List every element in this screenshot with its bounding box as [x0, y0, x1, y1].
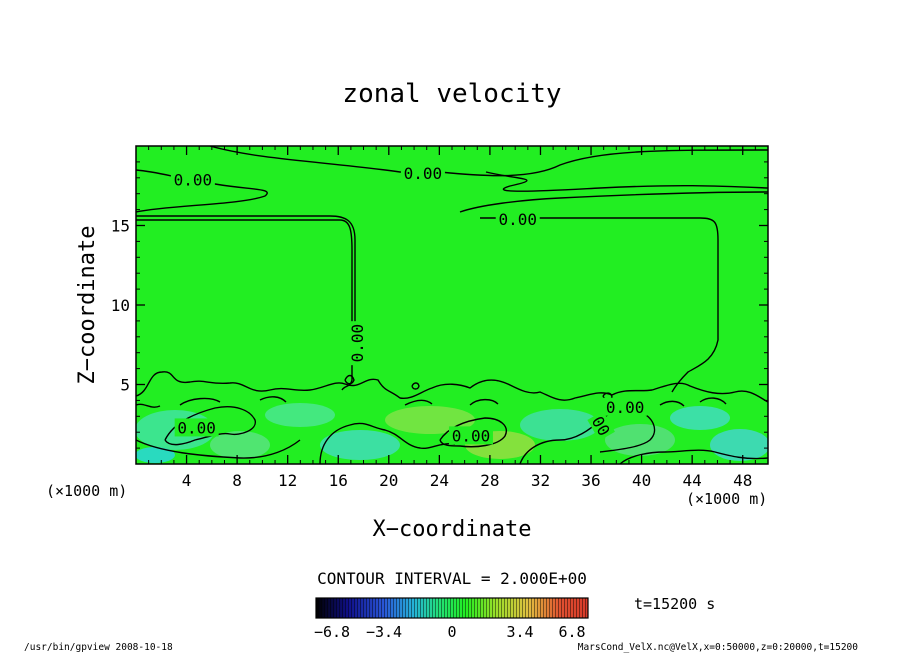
- contour-label-text: 0.00: [452, 426, 491, 445]
- contour-label-backing: [448, 426, 493, 445]
- x-unit-left: (×1000 m): [46, 482, 127, 500]
- y-tick-label: 15: [111, 217, 130, 236]
- x-unit-right: (×1000 m): [686, 490, 767, 508]
- contour-labels: 0.00 0.000.000.000.00 0.000.0000: [170, 164, 648, 445]
- contour-label: 0.00: [495, 210, 540, 229]
- contour-field: 0.00 0.000.000.000.00 0.000.0000: [136, 146, 768, 464]
- contour-label-text: 0.00: [606, 398, 645, 417]
- x-tick-label: 40: [632, 471, 651, 490]
- contour-label: 0.00: [348, 321, 367, 366]
- colorbar: −6.8 −3.4 0 3.4 6.8: [314, 597, 589, 641]
- contour-interval-label: CONTOUR INTERVAL = 2.000E+00: [317, 569, 587, 588]
- x-tick-label: 12: [278, 471, 297, 490]
- colorbar-tick-label: 6.8: [558, 623, 585, 641]
- colorbar-tick-label: −6.8: [314, 623, 350, 641]
- contour-label-text: 0.00: [177, 418, 216, 437]
- contour-lines: [136, 146, 768, 464]
- x-tick-label: 4: [182, 471, 192, 490]
- colorbar-tick-label: 3.4: [506, 623, 533, 641]
- contour-label: 0.00: [400, 164, 445, 183]
- colorbar-ticks: −6.8 −3.4 0 3.4 6.8: [314, 623, 586, 641]
- contour-label-text: 0.00: [404, 164, 443, 183]
- footer-right: MarsCond_VelX.nc@VelX,x=0:50000,z=0:2000…: [578, 642, 859, 653]
- colorbar-frame: [315, 597, 589, 619]
- contour-label-backing: [587, 410, 615, 441]
- contour-label: 0.00: [603, 397, 648, 417]
- contour-label: 0.00: [174, 418, 219, 437]
- contour-label-backing: [495, 210, 540, 229]
- contour-label: 00: [587, 410, 615, 441]
- contour-label-backing: [603, 397, 648, 416]
- y-axis: 5 10 15: [111, 161, 768, 449]
- x-tick-label: 32: [531, 471, 550, 490]
- colorbar-stripes: [316, 598, 588, 618]
- x-tick-label: 16: [329, 471, 348, 490]
- x-tick-label: 24: [430, 471, 449, 490]
- contour-label-backing: [348, 321, 367, 366]
- contour-label-text: 0.00: [348, 324, 367, 363]
- x-tick-label: 8: [232, 471, 242, 490]
- x-tick-label: 36: [581, 471, 600, 490]
- y-tick-label: 5: [120, 376, 130, 395]
- y-tick-label: 10: [111, 296, 130, 315]
- x-axis-label: X−coordinate: [373, 517, 532, 542]
- contour-label-text: 0.00: [174, 170, 213, 189]
- footer-left: /usr/bin/gpview 2008-10-18: [24, 642, 173, 653]
- chart-title: zonal velocity: [342, 79, 561, 109]
- contour-label: 0.00: [170, 170, 215, 189]
- contour-label-backing: [170, 170, 215, 189]
- colorbar-tick-label: 0: [447, 623, 456, 641]
- time-label: t=15200 s: [634, 595, 715, 613]
- colorbar-tick-label: −3.4: [366, 623, 402, 641]
- x-tick-label: 28: [480, 471, 499, 490]
- x-axis: 4 8 12 16 20 24 28 32 36 40 44 48: [148, 146, 756, 490]
- contour-label-text: 0.00: [498, 210, 537, 229]
- x-tick-label: 48: [733, 471, 752, 490]
- contour-label-backing: [400, 164, 445, 183]
- contour-label-backing: [174, 418, 219, 437]
- contour-label: 0.00: [448, 426, 493, 445]
- x-tick-label: 20: [379, 471, 398, 490]
- y-axis-label: Z−coordinate: [75, 226, 100, 385]
- x-tick-label: 44: [683, 471, 702, 490]
